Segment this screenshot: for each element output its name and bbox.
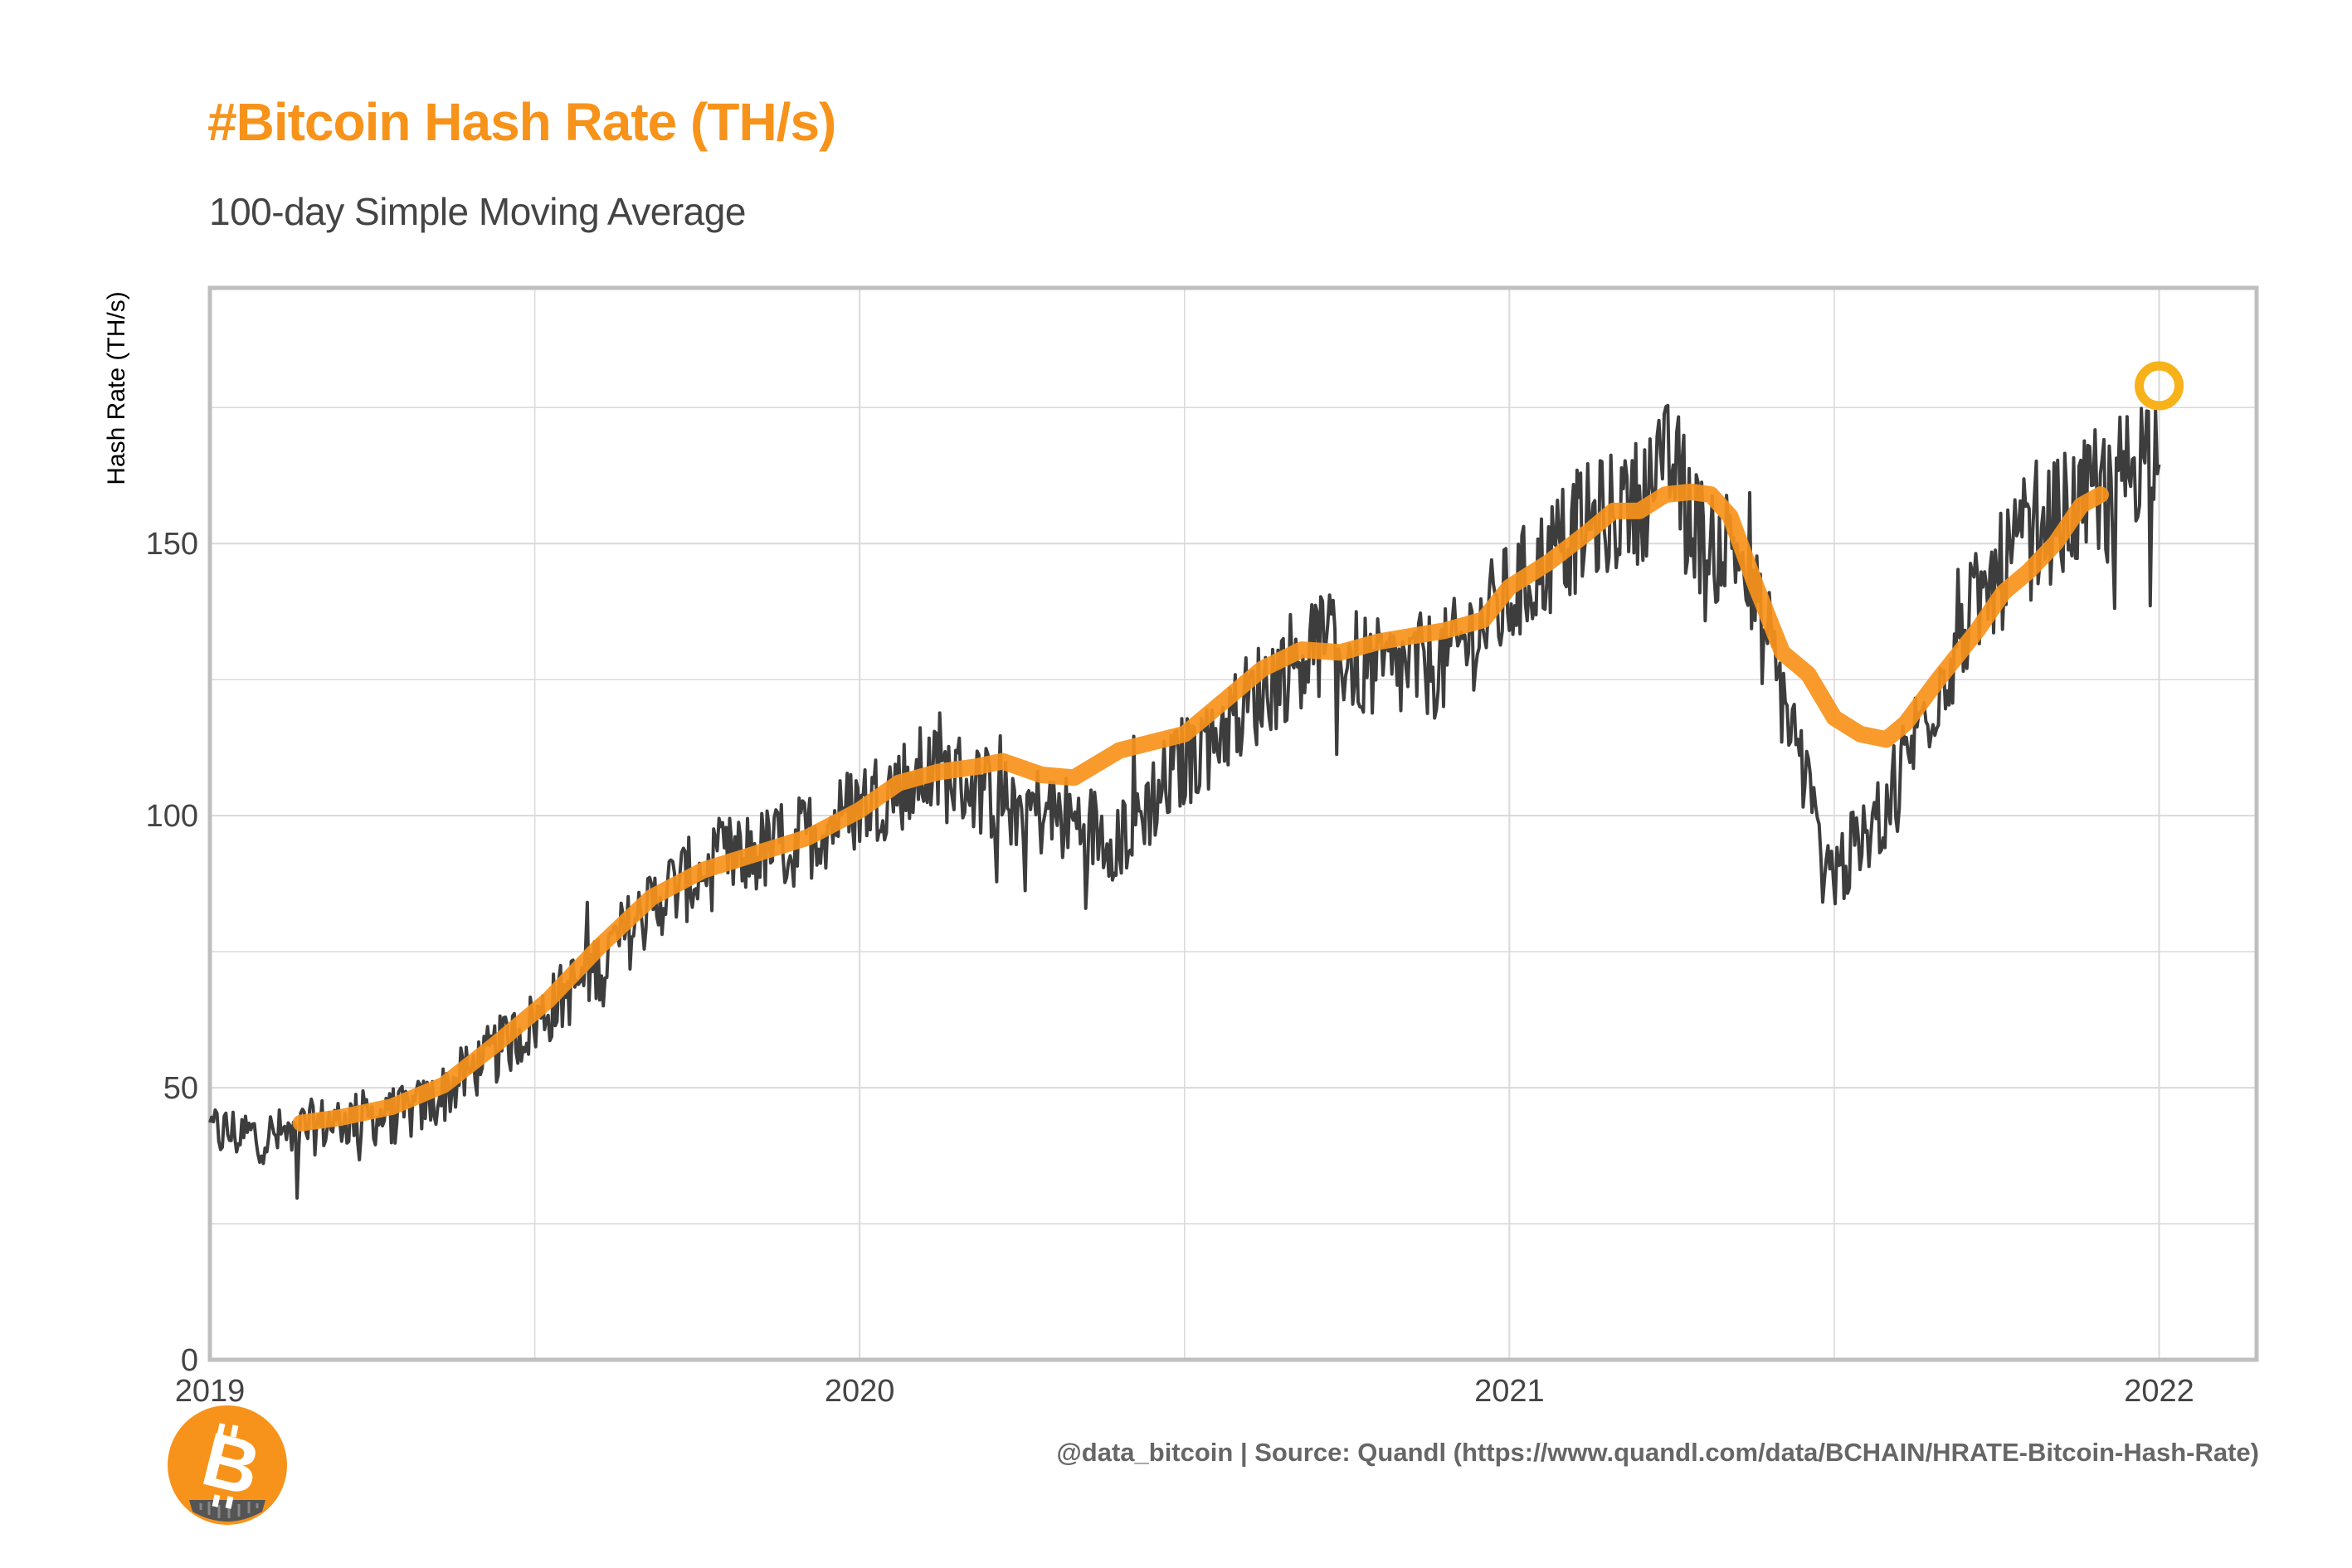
y-tick-label-100: 100	[146, 799, 198, 834]
y-tick-label-150: 150	[146, 527, 198, 562]
plot-frame	[207, 285, 2259, 1362]
chart-subtitle: 100-day Simple Moving Average	[209, 190, 746, 233]
chart-title: #Bitcoin Hash Rate (TH/s)	[207, 92, 836, 152]
grid-lines	[209, 288, 2257, 1360]
source-caption: @data_bitcoin | Source: Quandl (https://…	[1056, 1438, 2259, 1467]
y-tick-label-0: 0	[181, 1343, 198, 1378]
latest-value-marker	[2135, 361, 2184, 411]
series-sma-100-line	[292, 483, 2109, 1132]
y-tick-label-50: 50	[163, 1071, 198, 1106]
y-axis-title: Hash Rate (TH/s)	[103, 291, 130, 485]
series-daily-hash-rate-line	[208, 403, 2161, 1200]
x-tick-label-2020: 2020	[825, 1374, 895, 1409]
x-tick-label-2021: 2021	[1474, 1374, 1545, 1409]
x-tick-label-2019: 2019	[175, 1374, 246, 1409]
x-tick-label-2022: 2022	[2124, 1374, 2194, 1409]
axis-ticks: 2019 2020 2021 2022 0 50 100 150	[146, 527, 2194, 1409]
bitcoin-logo-icon: B	[168, 1405, 287, 1525]
